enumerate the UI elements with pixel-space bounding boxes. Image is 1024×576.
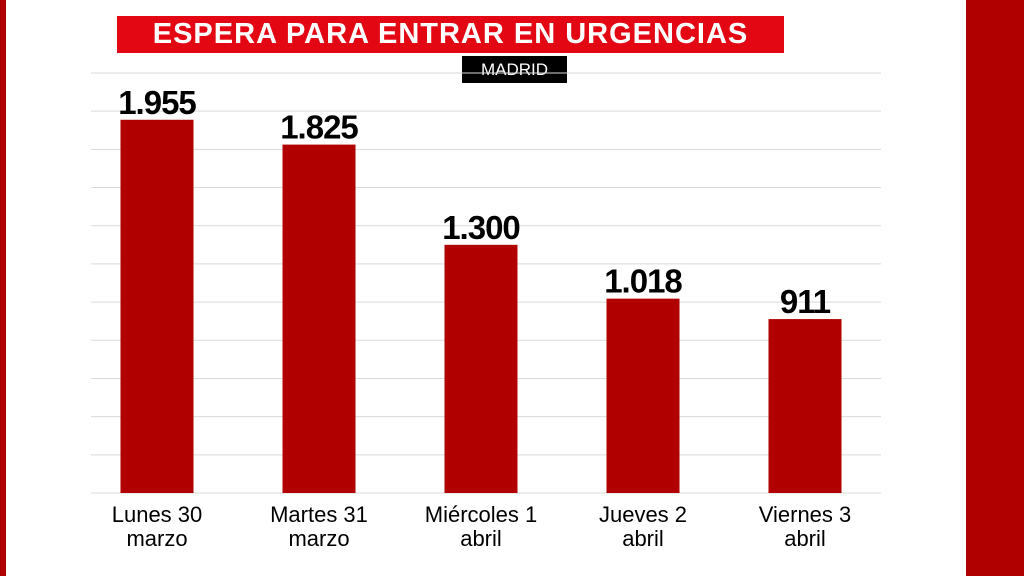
x-tick-label: marzo [126, 526, 187, 551]
x-tick-label: Viernes 3 [759, 502, 852, 527]
value-label: 911 [780, 283, 831, 320]
value-labels: 1.955 1.825 1.300 1.018 911 [118, 84, 832, 320]
bar [768, 319, 842, 493]
bar [282, 144, 356, 493]
x-tick-label: Miércoles 1 [425, 502, 537, 527]
x-tick-label: Lunes 30 [112, 502, 203, 527]
chart-title: ESPERA PARA ENTRAR EN URGENCIAS [117, 16, 784, 53]
value-label: 1.955 [118, 84, 196, 121]
chart-subtitle: MADRID [462, 56, 567, 83]
bar [606, 298, 680, 493]
x-tick-label: abril [784, 526, 826, 551]
bar [120, 119, 194, 493]
value-label: 1.825 [280, 109, 358, 146]
x-tick-label: abril [460, 526, 502, 551]
right-side-band [966, 0, 1024, 576]
bars [120, 119, 842, 493]
x-tick-label: marzo [288, 526, 349, 551]
bar [444, 244, 518, 493]
value-label: 1.300 [442, 209, 520, 246]
x-tick-label: Martes 31 [270, 502, 368, 527]
left-edge-band [0, 0, 6, 576]
value-label: 1.018 [604, 263, 682, 300]
x-tick-label: abril [622, 526, 664, 551]
x-tick-label: Jueves 2 [599, 502, 687, 527]
